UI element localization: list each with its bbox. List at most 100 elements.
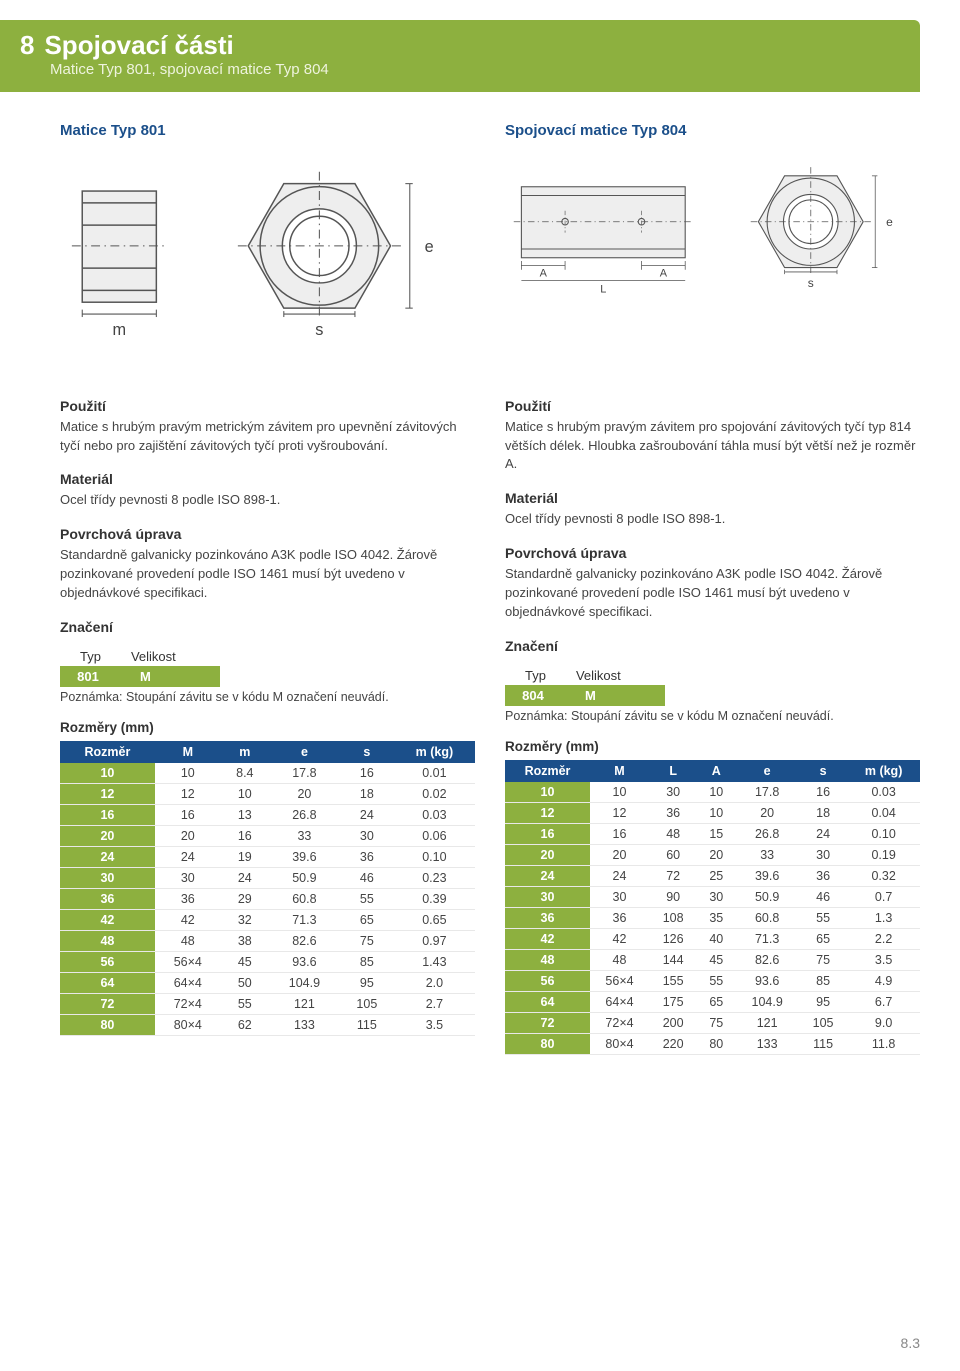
table-cell: 38: [221, 930, 269, 951]
table-cell: 48: [505, 949, 590, 970]
material-heading-left: Materiál: [60, 471, 475, 487]
table-cell: 20: [735, 802, 799, 823]
table-cell: 0.02: [394, 783, 475, 804]
table-cell: 0.39: [394, 888, 475, 909]
table-header: m (kg): [847, 760, 920, 782]
table-cell: 30: [155, 867, 221, 888]
surface-heading-left: Povrchová úprava: [60, 526, 475, 542]
table-cell: 3.5: [394, 1014, 475, 1035]
table-cell: 115: [799, 1033, 847, 1054]
table-cell: 0.10: [394, 846, 475, 867]
table-row: 3030903050.9460.7: [505, 886, 920, 907]
table-header: e: [269, 741, 340, 763]
table-cell: 80×4: [590, 1033, 649, 1054]
table-header: s: [799, 760, 847, 782]
table-cell: 9.0: [847, 1012, 920, 1033]
chapter-number: 8: [20, 30, 34, 60]
table-cell: 16: [155, 804, 221, 825]
table-cell: 36: [649, 802, 697, 823]
table-cell: 16: [221, 825, 269, 846]
table-cell: 8.4: [221, 763, 269, 784]
table-cell: 72×4: [155, 993, 221, 1014]
table-cell: 26.8: [735, 823, 799, 844]
table-cell: 0.10: [847, 823, 920, 844]
table-cell: 104.9: [269, 972, 340, 993]
table-cell: 16: [60, 804, 155, 825]
table-cell: 133: [735, 1033, 799, 1054]
table-cell: 55: [697, 970, 735, 991]
table-cell: 64: [60, 972, 155, 993]
table-cell: 4.9: [847, 970, 920, 991]
marking-bar-right: 804 M: [505, 685, 665, 706]
table-header: s: [340, 741, 394, 763]
table-cell: 85: [799, 970, 847, 991]
product-title-right: Spojovací matice Typ 804: [505, 122, 920, 139]
table-cell: 10: [505, 782, 590, 803]
table-cell: 20: [155, 825, 221, 846]
table-row: 42423271.3650.65: [60, 909, 475, 930]
table-cell: 64×4: [590, 991, 649, 1012]
table-cell: 72: [60, 993, 155, 1014]
table-cell: 46: [340, 867, 394, 888]
table-cell: 20: [269, 783, 340, 804]
table-cell: 24: [60, 846, 155, 867]
table-cell: 16: [799, 782, 847, 803]
table-cell: 10: [60, 763, 155, 784]
surface-text-right: Standardně galvanicky pozinkováno A3K po…: [505, 565, 920, 622]
dim-label-L: L: [600, 284, 606, 296]
table-cell: 16: [505, 823, 590, 844]
table-row: 12121020180.02: [60, 783, 475, 804]
table-cell: 80×4: [155, 1014, 221, 1035]
marking-size-left: M: [116, 669, 172, 684]
marking-label-typ-right: Typ: [525, 668, 546, 683]
table-header: m (kg): [394, 741, 475, 763]
marking-size-right: M: [561, 688, 617, 703]
usage-text-left: Matice s hrubým pravým metrickým závitem…: [60, 418, 475, 456]
table-cell: 20: [590, 844, 649, 865]
table-cell: 17.8: [735, 782, 799, 803]
table-cell: 80: [505, 1033, 590, 1054]
table-cell: 56×4: [155, 951, 221, 972]
surface-text-left: Standardně galvanicky pozinkováno A3K po…: [60, 546, 475, 603]
table-cell: 50.9: [735, 886, 799, 907]
table-row: 5656×44593.6851.43: [60, 951, 475, 972]
table-row: 2020602033300.19: [505, 844, 920, 865]
table-cell: 18: [799, 802, 847, 823]
table-cell: 3.5: [847, 949, 920, 970]
chapter-title: Spojovací části: [44, 30, 233, 60]
table-cell: 85: [340, 951, 394, 972]
page-number: 8.3: [0, 1315, 960, 1371]
table-cell: 71.3: [735, 928, 799, 949]
table-cell: 36: [799, 865, 847, 886]
table-cell: 20: [60, 825, 155, 846]
usage-heading-right: Použití: [505, 398, 920, 414]
table-header: e: [735, 760, 799, 782]
table-cell: 95: [340, 972, 394, 993]
table-row: 48483882.6750.97: [60, 930, 475, 951]
table-cell: 65: [799, 928, 847, 949]
dim-label-e: e: [425, 238, 434, 256]
table-cell: 36: [505, 907, 590, 928]
table-cell: 26.8: [269, 804, 340, 825]
marking-note-left: Poznámka: Stoupání závitu se v kódu M oz…: [60, 690, 475, 704]
table-cell: 121: [269, 993, 340, 1014]
table-cell: 24: [221, 867, 269, 888]
table-cell: 16: [590, 823, 649, 844]
table-row: 5656×41555593.6854.9: [505, 970, 920, 991]
table-cell: 0.65: [394, 909, 475, 930]
table-cell: 19: [221, 846, 269, 867]
table-cell: 71.3: [269, 909, 340, 930]
table-cell: 65: [340, 909, 394, 930]
table-cell: 24: [505, 865, 590, 886]
table-cell: 95: [799, 991, 847, 1012]
table-cell: 0.19: [847, 844, 920, 865]
table-cell: 60.8: [735, 907, 799, 928]
table-cell: 75: [799, 949, 847, 970]
table-row: 7272×4551211052.7: [60, 993, 475, 1014]
table-cell: 0.7: [847, 886, 920, 907]
table-row: 20201633300.06: [60, 825, 475, 846]
chapter-subtitle: Matice Typ 801, spojovací matice Typ 804: [50, 61, 900, 78]
table-cell: 2.0: [394, 972, 475, 993]
dim-label-s: s: [315, 321, 323, 339]
table-cell: 10: [697, 802, 735, 823]
